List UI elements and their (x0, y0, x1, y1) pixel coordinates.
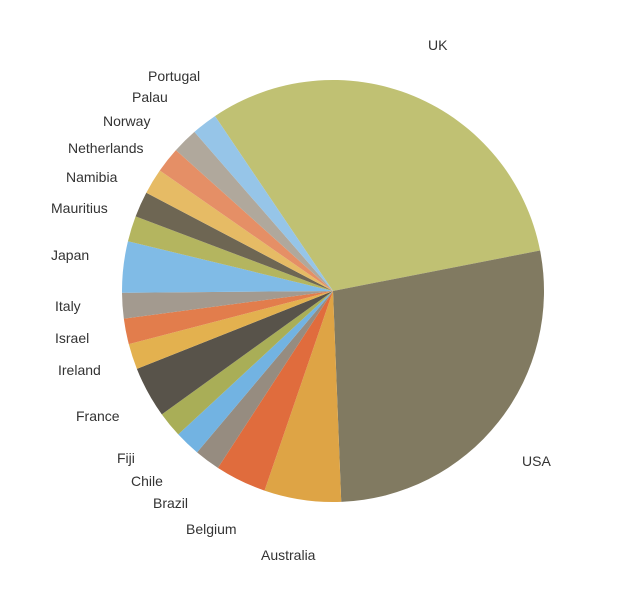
pie-labels: UK USA Australia Belgium Brazil Chile Fiji Fran… (51, 37, 551, 563)
slice-label-usa: USA (522, 453, 551, 469)
pie-slice-netherlands (146, 170, 333, 291)
pie-slice-belgium (217, 291, 333, 491)
pie-slice-japan (122, 241, 333, 293)
slice-label-france: France (76, 408, 120, 424)
pie-slice-chile (178, 291, 333, 453)
slice-label-italy: Italy (55, 298, 81, 314)
pie-slice-usa (333, 250, 545, 502)
pie-slice-namibia (135, 192, 333, 291)
pie-slices (122, 80, 545, 502)
slice-label-australia: Australia (261, 547, 316, 563)
pie-slice-australia (264, 291, 342, 502)
slice-label-namibia: Namibia (66, 169, 118, 185)
slice-label-portugal: Portugal (148, 68, 200, 84)
slice-label-israel: Israel (55, 330, 89, 346)
slice-label-palau: Palau (132, 89, 168, 105)
pie-slice-uk (215, 80, 541, 291)
pie-slice-france (136, 291, 333, 415)
slice-label-fiji: Fiji (117, 450, 135, 466)
pie-slice-italy (122, 291, 334, 319)
slice-label-brazil: Brazil (153, 495, 188, 511)
pie-slice-brazil (197, 291, 333, 468)
slice-label-netherlands: Netherlands (68, 140, 144, 156)
pie-slice-norway (159, 150, 333, 291)
slice-label-belgium: Belgium (186, 521, 237, 537)
slice-label-uk: UK (428, 37, 448, 53)
pie-slice-fiji (161, 291, 333, 435)
pie-slice-ireland (128, 291, 333, 369)
pie-slice-israel (123, 291, 333, 345)
slice-label-ireland: Ireland (58, 362, 101, 378)
slice-label-mauritius: Mauritius (51, 200, 108, 216)
pie-slice-portugal (194, 116, 333, 291)
pie-slice-mauritius (127, 216, 333, 291)
slice-label-japan: Japan (51, 247, 89, 263)
slice-label-norway: Norway (103, 113, 150, 129)
slice-label-chile: Chile (131, 473, 163, 489)
pie-slice-palau (175, 131, 333, 291)
